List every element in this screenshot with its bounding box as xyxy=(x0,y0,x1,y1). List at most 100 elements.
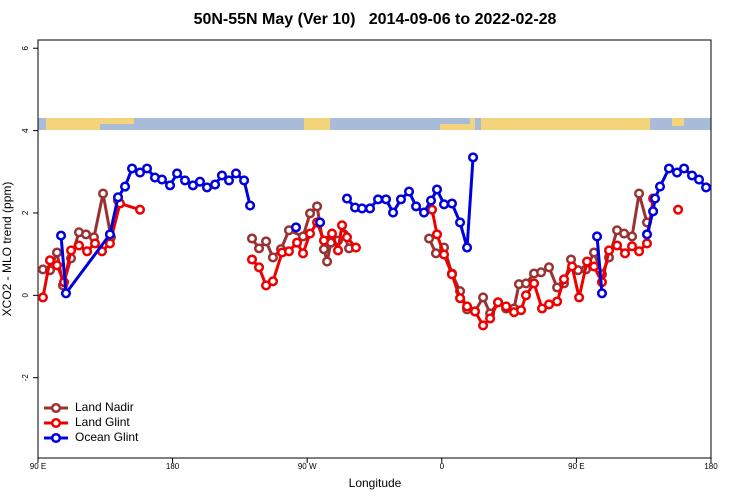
data-point xyxy=(431,229,443,240)
y-tick-label: -2 xyxy=(21,374,30,382)
data-point xyxy=(201,182,213,193)
y-tick-label: 4 xyxy=(21,128,30,133)
data-point xyxy=(246,254,258,265)
data-point xyxy=(596,288,608,299)
data-point xyxy=(650,193,661,204)
data-point xyxy=(98,188,109,199)
data-point xyxy=(552,296,563,307)
data-point xyxy=(89,238,101,249)
data-point xyxy=(55,230,67,241)
x-tick-label: 180 xyxy=(704,462,718,471)
x-tick-label: 180 xyxy=(166,462,180,471)
data-point xyxy=(156,174,168,185)
data-point xyxy=(134,204,146,215)
x-tick-label: 90 W xyxy=(298,462,317,471)
data-point xyxy=(536,303,548,314)
data-point xyxy=(357,203,368,214)
data-point xyxy=(516,305,527,316)
data-point xyxy=(246,233,258,244)
data-point xyxy=(454,293,466,304)
data-point xyxy=(51,247,63,258)
data-point xyxy=(454,217,466,228)
data-point xyxy=(210,179,221,190)
data-point xyxy=(216,170,228,181)
data-point xyxy=(431,184,443,195)
data-point xyxy=(619,228,630,239)
series-line xyxy=(42,192,649,315)
data-point xyxy=(663,163,675,174)
data-point xyxy=(387,207,399,218)
data-point xyxy=(686,170,698,181)
data-point xyxy=(469,306,481,317)
legend-label: Land Nadir xyxy=(75,400,134,414)
data-point xyxy=(446,269,458,280)
map-strip xyxy=(38,118,711,130)
data-point xyxy=(332,245,344,256)
data-point xyxy=(603,245,615,256)
data-point xyxy=(558,274,570,285)
data-point xyxy=(411,201,422,212)
data-point xyxy=(501,301,512,312)
data-point xyxy=(543,262,555,273)
data-point xyxy=(80,229,92,240)
data-point xyxy=(701,182,712,193)
data-point xyxy=(82,246,93,257)
data-point xyxy=(673,204,684,215)
data-point xyxy=(253,262,265,273)
data-point xyxy=(418,207,430,218)
data-point xyxy=(350,242,362,253)
data-point xyxy=(73,240,85,251)
data-point xyxy=(312,201,323,212)
data-point xyxy=(520,278,532,289)
x-axis-label: Longitude xyxy=(349,476,402,490)
data-point xyxy=(230,168,242,179)
data-point xyxy=(267,276,279,287)
data-point xyxy=(297,248,309,259)
data-point xyxy=(591,231,603,242)
data-point xyxy=(641,238,653,249)
y-tick-label: 0 xyxy=(21,293,30,298)
data-point xyxy=(424,233,435,244)
data-point xyxy=(427,204,438,215)
data-point xyxy=(395,194,407,205)
data-point xyxy=(141,163,153,174)
data-point xyxy=(641,229,653,240)
data-point xyxy=(536,267,547,278)
data-point xyxy=(634,246,645,257)
y-axis-label: XCO2 - MLO trend (ppm) xyxy=(0,182,14,317)
data-point xyxy=(446,198,458,209)
data-point xyxy=(44,255,56,266)
plot-frame xyxy=(37,39,712,459)
data-point xyxy=(626,231,638,242)
data-point xyxy=(468,152,479,163)
data-point xyxy=(485,313,496,324)
data-point xyxy=(304,228,316,239)
data-point xyxy=(341,193,353,204)
legend-marker xyxy=(50,432,62,444)
data-point xyxy=(245,200,256,211)
data-point xyxy=(634,188,645,199)
data-point xyxy=(318,235,330,246)
data-point xyxy=(66,245,77,256)
data-point xyxy=(37,292,48,303)
data-point xyxy=(104,238,115,249)
data-point xyxy=(364,203,376,214)
y-tick-label: 2 xyxy=(21,210,30,215)
data-point xyxy=(104,229,115,240)
data-point xyxy=(462,301,473,312)
data-point xyxy=(529,278,540,289)
y-tick-label: 6 xyxy=(21,45,30,50)
data-point xyxy=(567,261,578,272)
data-point xyxy=(430,248,442,259)
data-point xyxy=(425,195,437,206)
chart-title: 50N-55N May (Ver 10) 2014-09-06 to 2022-… xyxy=(194,11,557,28)
data-point xyxy=(127,163,138,174)
data-point xyxy=(267,252,279,263)
legend-label: Ocean Glint xyxy=(75,430,139,444)
data-point xyxy=(119,181,131,192)
data-point xyxy=(462,242,473,253)
data-point xyxy=(612,240,623,251)
data-point xyxy=(60,288,72,299)
